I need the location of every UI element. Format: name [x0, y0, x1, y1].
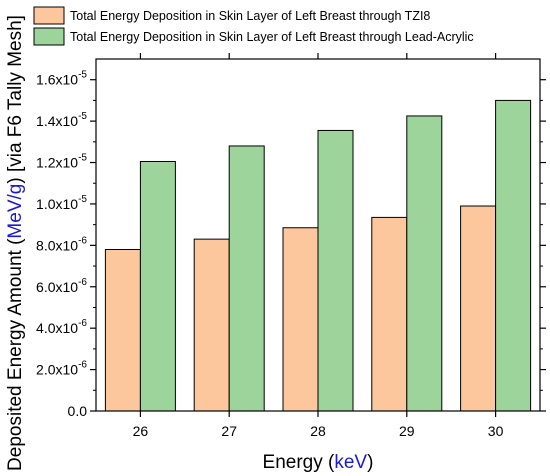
bar-series-2-28: [317, 129, 354, 412]
bar-series-1-26: [104, 248, 141, 412]
x-axis-title-unit: keV: [334, 452, 367, 473]
legend-swatch-2: [33, 27, 65, 46]
y-tick-label-1: 2.0x10-6: [36, 360, 87, 378]
x-axis-title: Energy (keV): [263, 452, 374, 473]
y-tick-label-8: 1.6x10-5: [36, 70, 87, 88]
bar-series-1-29: [371, 216, 408, 412]
x-tick-label-26: 26: [133, 423, 149, 439]
bar-series-2-29: [406, 115, 443, 412]
y-axis-title-main: Deposited Energy Amount (: [5, 238, 26, 471]
y-axis-title-close: ) [via F6 Tally Mesh]: [5, 15, 26, 184]
y-axis: 0.0 2.0x10-6 4.0x10-6 6.0x10-6 8.0x10-6 1.0x1…: [36, 70, 546, 419]
x-axis-title-close: ): [367, 452, 373, 473]
bar-series-2-27: [228, 145, 265, 412]
y-tick-label-5: 1.0x10-5: [36, 194, 87, 212]
x-axis-title-main: Energy (: [263, 452, 335, 473]
x-tick-label-27: 27: [221, 423, 237, 439]
x-tick-label-29: 29: [399, 423, 415, 439]
x-tick-label-30: 30: [488, 423, 504, 439]
y-tick-label-3: 6.0x10-6: [36, 277, 87, 295]
bar-series-2-30: [495, 99, 532, 412]
y-tick-label-6: 1.2x10-5: [36, 153, 87, 171]
legend-label-1: Total Energy Deposition in Skin Layer of…: [70, 9, 430, 23]
legend-label-2: Total Energy Deposition in Skin Layer of…: [70, 30, 474, 44]
y-tick-label-0: 0.0: [68, 403, 88, 419]
bar-series-1-30: [460, 205, 497, 412]
bar-series-2-26: [139, 160, 176, 412]
y-tick-label-2: 4.0x10-6: [36, 318, 87, 336]
legend-swatch-1: [33, 6, 65, 25]
y-tick-label-4: 8.0x10-6: [36, 235, 87, 253]
bars: [104, 99, 532, 412]
y-axis-title: Deposited Energy Amount (MeV/g) [via F6 …: [5, 15, 26, 471]
x-tick-label-28: 28: [310, 423, 326, 439]
bar-series-1-28: [282, 227, 319, 412]
y-axis-title-unit: MeV/g: [5, 184, 26, 239]
x-axis: 26 27 28 29 30: [133, 53, 504, 439]
y-tick-label-7: 1.4x10-5: [36, 111, 87, 129]
legend: Total Energy Deposition in Skin Layer of…: [33, 6, 474, 46]
bar-series-1-27: [193, 238, 230, 412]
